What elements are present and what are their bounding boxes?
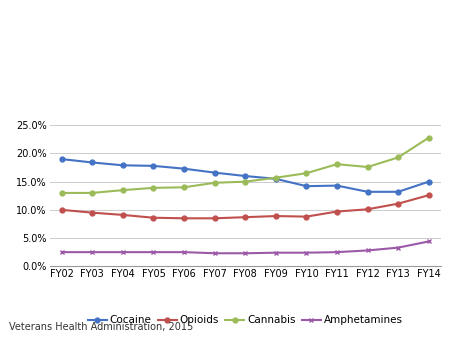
Amphetamines (426, 239, 432, 243)
Cocaine (90, 160, 95, 164)
Cannabis (334, 162, 340, 166)
Opioids (426, 193, 432, 197)
Opioids (365, 207, 370, 211)
Cocaine (212, 171, 217, 175)
Opioids (120, 213, 126, 217)
Cocaine (396, 190, 401, 194)
Amphetamines (365, 248, 370, 252)
Line: Cannabis: Cannabis (59, 135, 431, 195)
Cocaine (365, 190, 370, 194)
Opioids (396, 202, 401, 206)
Opioids (151, 216, 156, 220)
Opioids (181, 216, 187, 220)
Amphetamines (181, 250, 187, 254)
Amphetamines (334, 250, 340, 254)
Legend: Cocaine, Opioids, Cannabis, Amphetamines: Cocaine, Opioids, Cannabis, Amphetamines (88, 315, 403, 326)
Cannabis (59, 191, 64, 195)
Amphetamines (212, 251, 217, 255)
Text: Trends in Rates of Past-Year SUD Diagnoses
by Drug among Veterans with PTSD & SU: Trends in Rates of Past-Year SUD Diagnos… (54, 23, 396, 73)
Cannabis (365, 165, 370, 169)
Opioids (90, 211, 95, 215)
Opioids (212, 216, 217, 220)
Cocaine (151, 164, 156, 168)
Opioids (304, 215, 309, 219)
Cannabis (396, 155, 401, 159)
Opioids (243, 215, 248, 219)
Amphetamines (273, 251, 279, 255)
Amphetamines (396, 246, 401, 250)
Cocaine (426, 180, 432, 184)
Cocaine (181, 167, 187, 171)
Text: Veterans Health Administration, 2015: Veterans Health Administration, 2015 (9, 322, 193, 332)
Cannabis (120, 188, 126, 192)
Cocaine (334, 184, 340, 188)
Amphetamines (151, 250, 156, 254)
Cannabis (90, 191, 95, 195)
Cannabis (426, 136, 432, 140)
Line: Cocaine: Cocaine (59, 157, 431, 194)
Cannabis (243, 180, 248, 184)
Cocaine (243, 174, 248, 178)
Amphetamines (90, 250, 95, 254)
Opioids (334, 210, 340, 214)
Cannabis (304, 171, 309, 175)
Amphetamines (59, 250, 64, 254)
Amphetamines (120, 250, 126, 254)
Cocaine (304, 184, 309, 188)
Opioids (59, 208, 64, 212)
Cocaine (120, 163, 126, 167)
Line: Opioids: Opioids (59, 193, 431, 221)
Cannabis (151, 186, 156, 190)
Cannabis (181, 185, 187, 189)
Opioids (273, 214, 279, 218)
Cannabis (273, 176, 279, 180)
Cannabis (212, 181, 217, 185)
Amphetamines (304, 251, 309, 255)
Line: Amphetamines: Amphetamines (59, 239, 431, 256)
Amphetamines (243, 251, 248, 255)
Cocaine (59, 157, 64, 161)
Cocaine (273, 177, 279, 181)
